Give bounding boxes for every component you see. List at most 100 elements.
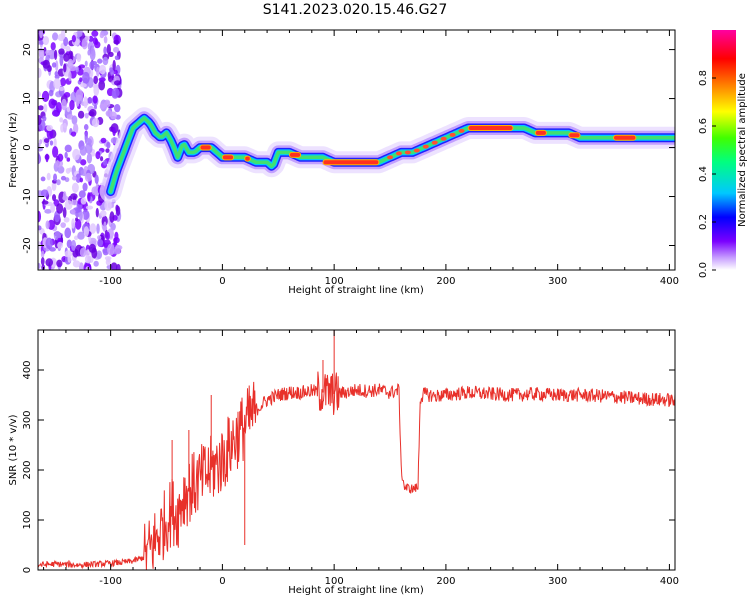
- noise-speckle: [76, 53, 82, 63]
- noise-speckle: [38, 142, 41, 148]
- noise-speckle: [55, 159, 64, 168]
- noise-speckle: [114, 244, 121, 255]
- noise-speckle: [45, 258, 54, 267]
- noise-speckle: [113, 69, 118, 75]
- noise-speckle: [42, 115, 47, 122]
- noise-speckle: [80, 159, 87, 166]
- noise-speckle: [99, 103, 106, 110]
- noise-speckle: [77, 231, 85, 240]
- noise-speckle: [64, 144, 72, 153]
- noise-speckle: [60, 222, 66, 229]
- noise-speckle: [100, 210, 107, 217]
- noise-speckle: [96, 223, 100, 234]
- noise-speckle: [81, 38, 88, 50]
- noise-speckle: [87, 192, 91, 202]
- snr-panel: -100 0 100 200 300 400 0 100 200 300 400 Height of…: [8, 329, 679, 596]
- noise-speckle: [111, 87, 120, 98]
- noise-speckle: [54, 71, 59, 77]
- high-amplitude-segment: [568, 132, 581, 139]
- noise-speckle: [38, 91, 41, 98]
- noise-speckle: [38, 210, 42, 223]
- noise-speckle: [57, 165, 65, 174]
- noise-speckle: [52, 194, 57, 202]
- noise-speckle: [112, 126, 116, 137]
- colorbar: 0.0 0.2 0.4 0.6 0.8 Normalized spectral ampl…: [698, 30, 748, 278]
- noise-speckle: [83, 124, 89, 131]
- noise-speckle: [88, 111, 95, 117]
- noise-speckle: [59, 117, 64, 123]
- noise-speckle: [110, 222, 116, 231]
- spectrogram-y-tick-label: 20: [22, 43, 33, 56]
- noise-speckle: [38, 114, 42, 126]
- trace-blob: [413, 148, 420, 153]
- noise-speckle: [96, 250, 103, 260]
- snr-x-tick-label: 300: [548, 576, 567, 587]
- noise-speckle: [53, 173, 58, 182]
- noise-speckle: [103, 159, 108, 166]
- noise-speckle: [80, 197, 87, 205]
- spectrogram-x-tick-label: 100: [325, 276, 344, 287]
- noise-speckle: [106, 141, 111, 149]
- noise-speckle: [94, 41, 101, 49]
- noise-speckle: [107, 243, 115, 256]
- noise-speckle: [86, 97, 93, 104]
- snr-data: [38, 330, 675, 570]
- colorbar-tick-label: 0.2: [698, 214, 709, 230]
- noise-speckle: [86, 153, 93, 164]
- noise-speckle: [45, 153, 49, 163]
- noise-speckle: [48, 98, 56, 109]
- noise-speckle: [42, 59, 50, 69]
- noise-speckle: [93, 104, 98, 110]
- noise-speckle: [97, 58, 103, 64]
- noise-speckle: [67, 58, 74, 69]
- noise-speckle: [80, 83, 87, 88]
- noise-speckle: [64, 227, 72, 239]
- noise-speckle: [62, 191, 67, 201]
- noise-speckle: [59, 54, 64, 67]
- noise-speckle: [53, 78, 61, 90]
- noise-speckle: [41, 200, 49, 205]
- noise-speckle: [63, 63, 67, 73]
- noise-speckle: [48, 89, 54, 97]
- spectrogram-x-tick-label: 0: [219, 276, 225, 287]
- high-amplitude-segment: [534, 129, 547, 136]
- noise-speckle: [56, 203, 64, 214]
- noise-speckle: [82, 182, 88, 192]
- noise-speckle: [53, 137, 57, 148]
- noise-speckle: [51, 109, 60, 117]
- noise-speckle: [55, 60, 59, 72]
- spectrogram-x-tick-label: -100: [99, 276, 122, 287]
- high-amplitude-segment: [199, 144, 212, 151]
- spectrogram-y-tick-label: 0: [22, 144, 33, 150]
- noise-speckle: [73, 123, 79, 135]
- noise-speckle: [106, 257, 111, 263]
- noise-speckle: [113, 46, 120, 53]
- snr-x-tick-label: 100: [325, 576, 344, 587]
- noise-speckle: [89, 48, 96, 61]
- noise-speckle: [106, 231, 110, 240]
- noise-speckle: [57, 241, 64, 249]
- noise-speckle: [38, 67, 42, 78]
- noise-speckle: [75, 66, 79, 73]
- snr-x-tick-label: 200: [436, 576, 455, 587]
- noise-speckle: [87, 41, 95, 52]
- noise-speckle: [66, 239, 73, 249]
- noise-speckle: [112, 59, 116, 72]
- noise-speckle: [71, 218, 76, 229]
- noise-speckle: [109, 211, 115, 223]
- noise-speckle: [63, 216, 70, 223]
- noise-speckle: [43, 103, 48, 113]
- noise-speckle: [66, 157, 71, 162]
- noise-speckle: [38, 262, 41, 269]
- snr-x-tick-label: 0: [219, 576, 225, 587]
- noise-speckle: [75, 89, 84, 101]
- high-amplitude-segment: [288, 151, 302, 158]
- noise-speckle: [60, 30, 66, 40]
- colorbar-tick-label: 0.8: [698, 70, 709, 86]
- spectrogram-y-label: Frequency (Hz): [8, 112, 19, 188]
- noise-speckle: [84, 172, 92, 182]
- noise-speckle: [45, 237, 53, 250]
- spectrogram-y-tick-label: -10: [22, 188, 33, 204]
- colorbar-gradient: [712, 30, 736, 270]
- noise-speckle: [79, 209, 83, 222]
